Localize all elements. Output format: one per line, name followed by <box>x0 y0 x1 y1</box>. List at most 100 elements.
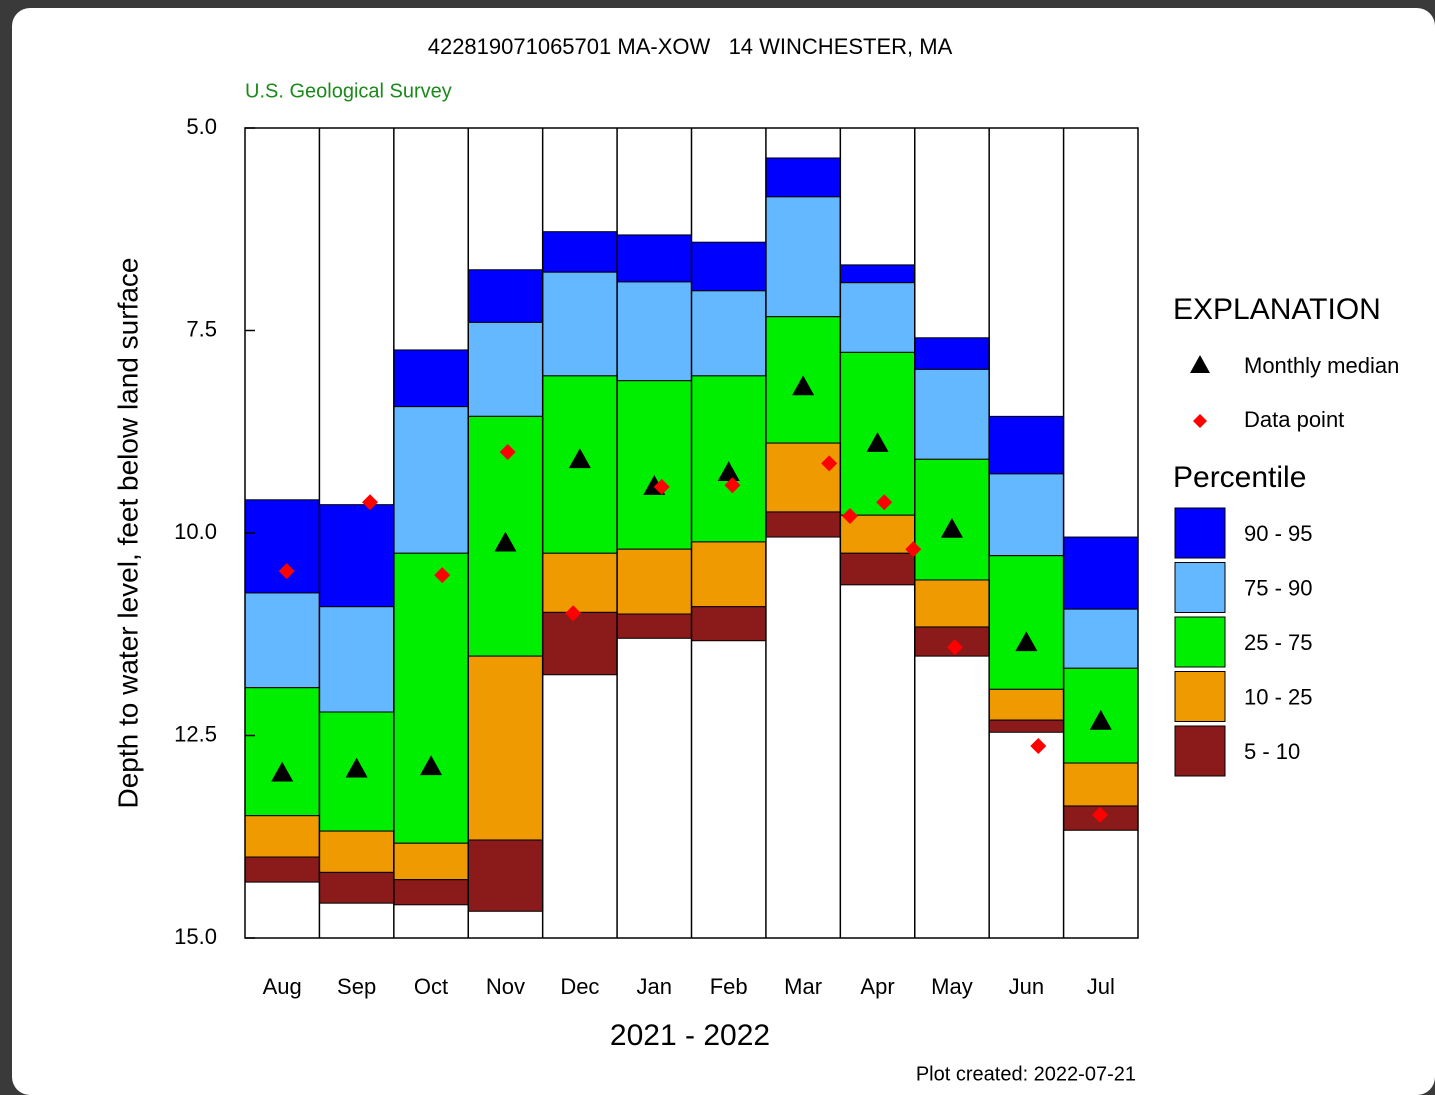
monthly-median <box>940 517 963 538</box>
data-point <box>905 541 922 558</box>
percentile-band <box>988 473 1065 557</box>
percentile-band <box>318 830 395 873</box>
legend-label: 75 - 90 <box>1244 575 1313 600</box>
percentile-band <box>914 337 990 370</box>
percentile-band <box>393 406 469 554</box>
percentile-band <box>988 415 1065 475</box>
percentile-band <box>839 264 916 284</box>
y-tick-label: 10.0 <box>174 519 217 544</box>
percentile-band <box>691 606 767 642</box>
x-tick-label: Jul <box>1087 974 1115 999</box>
x-tick-label: Sep <box>337 974 376 999</box>
y-tick-label: 5.0 <box>186 114 217 139</box>
percentile-band <box>988 555 1065 690</box>
x-tick-label: Dec <box>560 974 599 999</box>
data-point <box>1030 738 1047 755</box>
legend-swatch <box>1174 616 1226 668</box>
legend-group-title: Percentile <box>1173 461 1306 494</box>
data-point <box>434 567 451 584</box>
data-point <box>1092 806 1109 823</box>
percentile-band <box>616 613 692 639</box>
percentile-band <box>1063 762 1139 807</box>
legend-marker <box>1193 414 1207 428</box>
legend-swatch <box>1174 507 1226 559</box>
percentile-band <box>616 548 692 615</box>
x-tick-label: Aug <box>263 974 302 999</box>
percentile-band <box>393 349 469 408</box>
percentile-band <box>988 688 1065 721</box>
x-tick-label: Jan <box>637 974 672 999</box>
legend-title: EXPLANATION <box>1173 293 1381 326</box>
percentile-band <box>393 879 469 906</box>
monthly-median <box>494 531 517 552</box>
data-point <box>821 455 838 472</box>
chart-subtitle: U.S. Geological Survey <box>245 80 452 102</box>
x-tick-label: Jun <box>1009 974 1044 999</box>
legend-swatch <box>1174 671 1226 722</box>
x-tick-label: Nov <box>486 974 525 999</box>
percentile-band <box>988 719 1065 733</box>
legend-swatch <box>1174 725 1226 777</box>
percentile-band <box>467 839 544 912</box>
monthly-median <box>792 375 815 396</box>
percentile-band <box>542 552 618 613</box>
data-point <box>362 494 379 511</box>
percentile-band <box>616 281 692 382</box>
data-point <box>565 605 582 622</box>
legend-marker <box>1190 355 1210 373</box>
percentile-band <box>616 380 692 550</box>
monthly-median <box>866 432 889 452</box>
monthly-median <box>271 761 294 782</box>
percentile-band <box>393 842 469 881</box>
legend-swatch <box>1174 562 1226 613</box>
percentile-band <box>616 234 692 283</box>
data-point <box>724 477 741 494</box>
monthly-median <box>345 757 368 778</box>
percentile-band <box>765 511 841 538</box>
monthly-median <box>420 755 443 776</box>
percentile-band <box>542 271 618 377</box>
percentile-band <box>318 606 395 713</box>
percentile-band <box>839 514 916 554</box>
legend-label: 90 - 95 <box>1244 521 1313 546</box>
percentile-band <box>542 611 618 676</box>
percentile-band <box>914 368 990 460</box>
percentile-band <box>318 504 395 608</box>
legend-label: 25 - 75 <box>1244 630 1313 655</box>
chart-title: 422819071065701 MA-XOW 14 WINCHESTER, MA <box>428 34 953 59</box>
percentile-band <box>839 552 916 586</box>
x-tick-label: Apr <box>860 974 894 999</box>
percentile-band <box>542 231 618 273</box>
data-point <box>946 639 963 656</box>
percentile-band <box>1063 608 1139 669</box>
percentile-band <box>765 196 841 318</box>
x-tick-label: May <box>931 974 973 999</box>
percentile-band <box>318 871 395 904</box>
data-point <box>278 563 295 580</box>
percentile-band <box>244 687 320 817</box>
monthly-median <box>717 461 740 482</box>
percentile-band <box>1063 536 1139 610</box>
percentile-band <box>467 321 544 417</box>
legend-label: 10 - 25 <box>1244 684 1313 709</box>
percentile-band <box>691 241 767 292</box>
legend-label: 5 - 10 <box>1244 739 1300 764</box>
percentile-band <box>691 290 767 377</box>
percentile-band <box>244 815 320 858</box>
monthly-median <box>1015 631 1038 652</box>
data-point <box>653 478 670 495</box>
x-tick-label: Mar <box>784 974 822 999</box>
percentile-band <box>765 442 841 513</box>
x-axis-label: 2021 - 2022 <box>610 1019 770 1052</box>
data-point <box>842 507 859 524</box>
percentile-band <box>467 269 544 323</box>
y-axis-label: Depth to water level, feet below land su… <box>112 258 143 809</box>
percentile-band <box>691 375 767 543</box>
percentile-band <box>244 592 320 689</box>
y-tick-label: 15.0 <box>174 924 217 949</box>
x-tick-label: Feb <box>710 974 748 999</box>
percentile-band <box>467 655 544 841</box>
legend-label: Monthly median <box>1244 353 1399 378</box>
data-point <box>499 444 516 460</box>
